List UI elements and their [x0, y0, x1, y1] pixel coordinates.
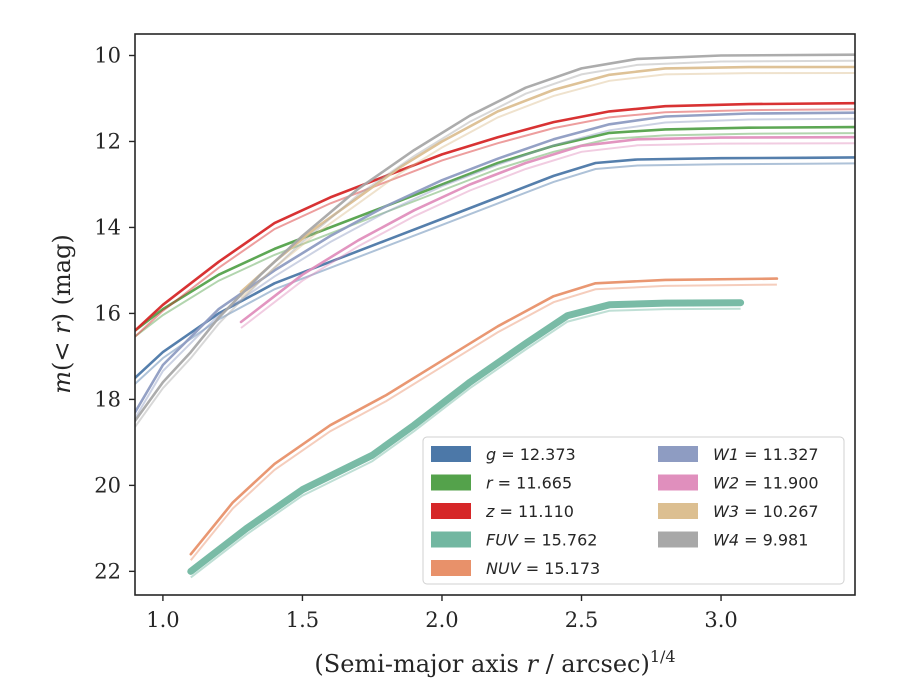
series-fuv-line — [187, 299, 745, 575]
x-axis-label-pre: (Semi-major axis — [314, 650, 526, 678]
series-z-line — [135, 101, 855, 332]
series-w2-line — [239, 135, 855, 324]
x-axis-ticks: 1.0 1.5 2.0 2.5 3.0 — [146, 595, 738, 632]
legend-box — [422, 436, 845, 585]
x-tick-label: 3.0 — [704, 608, 737, 632]
series-layer — [135, 53, 855, 579]
series-r — [135, 125, 855, 338]
x-tick-label: 1.0 — [146, 608, 179, 632]
legend-label-r: r = 11.665 — [486, 474, 572, 493]
y-axis-label-r: r — [48, 321, 76, 334]
legend-swatch-r — [431, 474, 471, 491]
x-axis-label-var: r — [526, 650, 539, 678]
y-tick-label: 12 — [94, 129, 121, 153]
series-nuv-outer-profile — [190, 283, 777, 561]
y-axis-label-var: m — [48, 371, 76, 394]
legend-label-w2: W2 = 11.900 — [713, 474, 819, 493]
series-w3 — [239, 65, 855, 299]
legend-label-g: g = 12.373 — [486, 445, 576, 464]
series-w4-line — [135, 53, 855, 423]
series-w1-line — [135, 111, 855, 414]
y-tick-label: 20 — [94, 473, 121, 497]
x-axis-label: (Semi-major axis r / arcsec)1/4 — [314, 647, 675, 678]
series-nuv-line — [189, 277, 779, 556]
legend-swatch-w4 — [658, 531, 698, 548]
y-tick-label: 10 — [94, 43, 121, 67]
series-r-outer-profile — [135, 132, 855, 338]
series-w1-outer-profile — [135, 117, 855, 419]
legend-swatch-nuv — [431, 560, 471, 576]
legend-label-z: z = 11.110 — [485, 502, 574, 521]
legend-swatch-w3 — [658, 503, 698, 519]
legend-label-w4: W4 = 9.981 — [713, 531, 808, 550]
legend-label-nuv: NUV = 15.173 — [486, 559, 600, 578]
series-z-outer-profile — [135, 108, 855, 338]
series-w4 — [135, 53, 855, 428]
legend-swatch-w1 — [658, 446, 698, 462]
axes-frame — [134, 33, 856, 596]
y-axis-label-close: ) (mag) — [48, 234, 76, 322]
series-w2-outer-profile — [240, 142, 855, 329]
y-tick-label: 22 — [94, 559, 121, 583]
legend-swatch-g — [431, 446, 471, 462]
y-tick-label: 14 — [94, 215, 121, 239]
legend-label-w1: W1 = 11.327 — [713, 445, 819, 464]
series-r-line — [135, 125, 855, 332]
series-z — [135, 101, 855, 338]
series-w1 — [135, 111, 855, 419]
series-g-outer-profile — [135, 162, 855, 385]
series-w2 — [239, 135, 855, 329]
y-tick-label: 18 — [94, 387, 121, 411]
x-tick-label: 2.5 — [565, 608, 598, 632]
x-axis-label-exponent: 1/4 — [650, 647, 676, 666]
x-tick-label: 1.5 — [286, 608, 319, 632]
series-w3-outer-profile — [240, 72, 855, 299]
series-fuv — [187, 299, 745, 579]
legend-label-fuv: FUV = 15.762 — [486, 531, 597, 550]
series-fuv-outer-profile — [190, 307, 741, 579]
y-tick-label: 16 — [94, 301, 121, 325]
legend-swatch-z — [431, 503, 471, 519]
y-axis-label-open: ( — [48, 362, 76, 371]
y-axis-label-lt: < — [48, 334, 76, 362]
legend-label-w3: W3 = 10.267 — [713, 502, 819, 521]
legend-swatch-w2 — [658, 474, 698, 491]
y-axis-label: m(< r) (mag) — [48, 234, 76, 394]
x-tick-label: 2.0 — [425, 608, 458, 632]
y-axis-ticks: 10 12 14 16 18 20 22 — [94, 43, 135, 583]
plot-area — [134, 33, 856, 596]
series-w3-line — [239, 65, 855, 294]
series-w4-outer-profile — [135, 59, 855, 428]
x-axis-label-post: / arcsec) — [538, 650, 650, 678]
legend: g = 12.373 r = 11.665 z = 11.110 FUV = 15.7… — [422, 436, 845, 585]
legend-swatch-fuv — [431, 531, 471, 548]
series-nuv — [189, 277, 779, 561]
